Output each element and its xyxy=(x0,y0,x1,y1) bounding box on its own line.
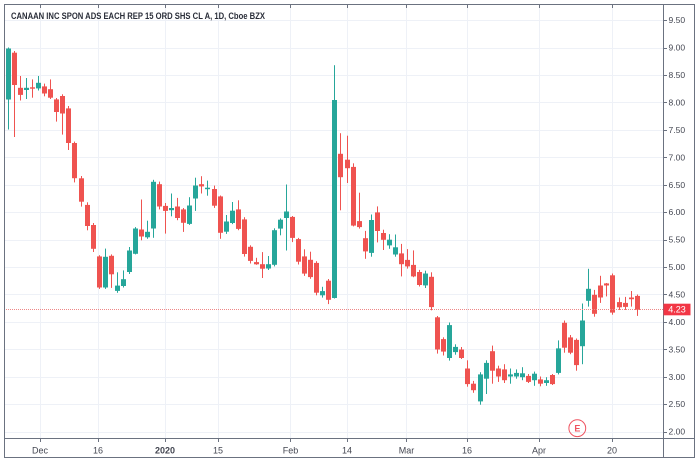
svg-text:7.00: 7.00 xyxy=(669,152,686,162)
svg-text:E: E xyxy=(574,424,580,434)
svg-text:Mar: Mar xyxy=(399,446,415,456)
svg-text:6.00: 6.00 xyxy=(669,207,686,217)
svg-text:9.50: 9.50 xyxy=(669,15,686,25)
svg-text:2.00: 2.00 xyxy=(669,427,686,437)
svg-text:8.00: 8.00 xyxy=(669,98,686,108)
svg-text:4.50: 4.50 xyxy=(669,290,686,300)
svg-text:4.23: 4.23 xyxy=(668,305,686,315)
svg-text:5.00: 5.00 xyxy=(669,262,686,272)
svg-text:2.50: 2.50 xyxy=(669,399,686,409)
svg-text:14: 14 xyxy=(342,446,352,456)
svg-text:CANAAN INC SPON ADS EACH REP 1: CANAAN INC SPON ADS EACH REP 15 ORD SHS … xyxy=(11,11,266,22)
svg-text:2020: 2020 xyxy=(155,446,175,456)
svg-text:9.00: 9.00 xyxy=(669,43,686,53)
svg-text:15: 15 xyxy=(213,446,223,456)
svg-text:6.50: 6.50 xyxy=(669,180,686,190)
svg-text:Apr: Apr xyxy=(532,446,546,456)
svg-text:8.50: 8.50 xyxy=(669,70,686,80)
svg-text:5.50: 5.50 xyxy=(669,235,686,245)
svg-text:20: 20 xyxy=(607,446,617,456)
svg-text:Feb: Feb xyxy=(283,446,299,456)
svg-text:16: 16 xyxy=(462,446,472,456)
svg-text:16: 16 xyxy=(93,446,103,456)
svg-text:3.50: 3.50 xyxy=(669,344,686,354)
svg-text:Dec: Dec xyxy=(32,446,49,456)
svg-text:4.00: 4.00 xyxy=(669,317,686,327)
svg-text:3.00: 3.00 xyxy=(669,372,686,382)
svg-text:7.50: 7.50 xyxy=(669,125,686,135)
